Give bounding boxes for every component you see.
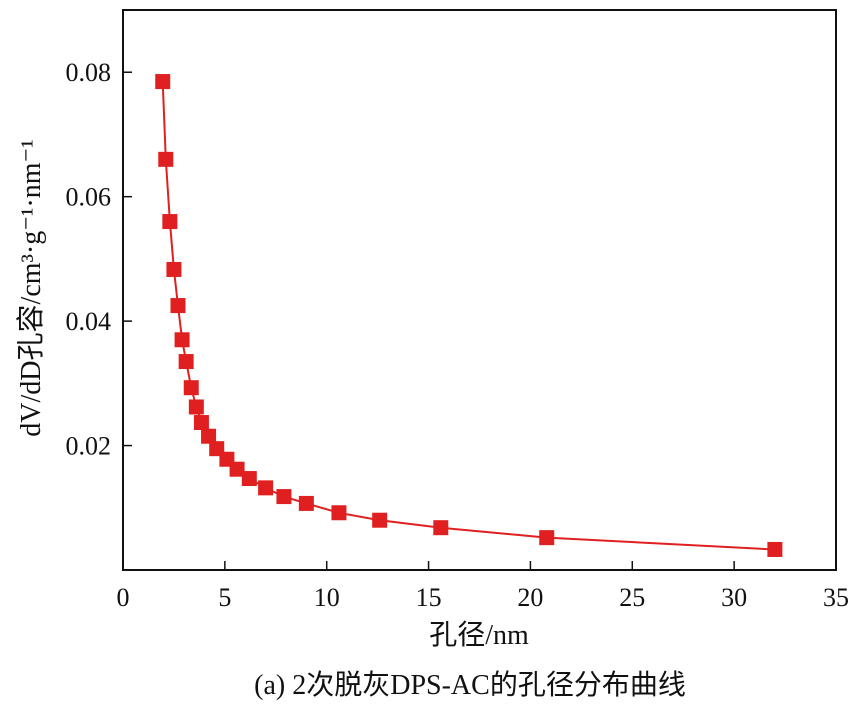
y-tick-label: 0.02 bbox=[66, 432, 112, 461]
data-point bbox=[539, 530, 555, 546]
data-point bbox=[201, 428, 217, 444]
data-point bbox=[229, 461, 245, 477]
data-point bbox=[183, 380, 199, 396]
axes: 0 5 10 15 20 25 30 35 0.02 0.04 0.06 0.08 bbox=[66, 9, 849, 612]
figure-caption: (a) 2次脱灰DPS-AC的孔径分布曲线 bbox=[254, 669, 686, 701]
data-point bbox=[258, 480, 274, 496]
x-tick-label: 0 bbox=[117, 583, 130, 612]
x-tick-label: 20 bbox=[517, 583, 543, 612]
data-point bbox=[331, 505, 347, 521]
data-point bbox=[372, 512, 388, 528]
x-tick-label: 30 bbox=[721, 583, 747, 612]
data-point bbox=[193, 415, 209, 431]
x-tick-label: 5 bbox=[218, 583, 231, 612]
data-point bbox=[188, 399, 204, 415]
x-axis-label: 孔径/nm bbox=[429, 619, 529, 651]
data-point bbox=[162, 214, 178, 230]
data-point bbox=[767, 541, 783, 557]
x-tick-label: 15 bbox=[416, 583, 442, 612]
data-point bbox=[166, 261, 182, 277]
data-point bbox=[433, 520, 449, 536]
x-tick-label: 25 bbox=[619, 583, 645, 612]
data-point bbox=[276, 489, 292, 505]
plot-area bbox=[155, 74, 783, 557]
data-point bbox=[158, 151, 174, 167]
y-tick-label: 0.06 bbox=[66, 183, 112, 212]
data-point bbox=[178, 354, 194, 370]
data-point bbox=[170, 298, 186, 314]
plot-frame bbox=[122, 9, 837, 571]
x-tick-label: 35 bbox=[823, 583, 849, 612]
data-point bbox=[298, 495, 314, 511]
y-axis-label: dV/dD孔容/cm³·g⁻¹·nm⁻¹ bbox=[15, 139, 47, 436]
x-tick-label: 10 bbox=[314, 583, 340, 612]
y-tick-label: 0.04 bbox=[66, 307, 112, 336]
y-tick-label: 0.08 bbox=[66, 58, 112, 87]
data-point bbox=[241, 471, 257, 487]
data-point bbox=[174, 332, 190, 348]
data-point bbox=[155, 74, 171, 90]
